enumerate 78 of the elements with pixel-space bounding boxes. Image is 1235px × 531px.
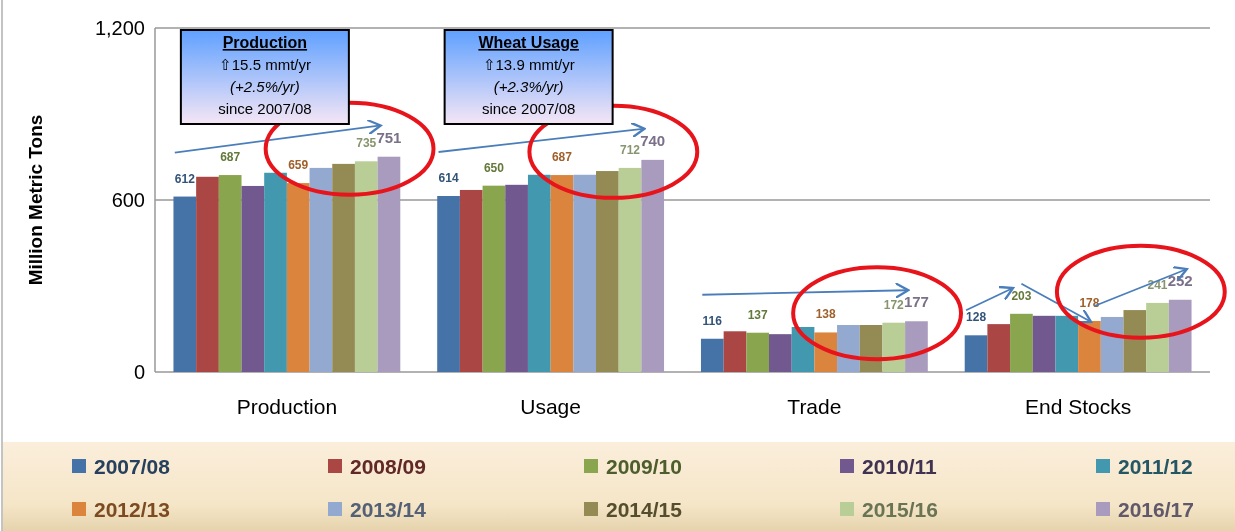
bar [1146, 302, 1169, 372]
bar [332, 163, 355, 372]
data-label: 751 [376, 128, 402, 146]
text-box: Production ⇧15.5 mmt/yr (+2.5%/yr) since 2007/08 [179, 29, 350, 125]
x-tick-label: End Stocks [1025, 395, 1132, 418]
data-label: 659 [288, 158, 309, 173]
text-box: Wheat Usage ⇧13.9 mmt/yr (+2.3%/yr) since 2007/08 [443, 29, 614, 125]
y-tick-label: 0 [133, 361, 145, 383]
bar [837, 324, 860, 372]
bar [1055, 315, 1079, 372]
data-label: 614 [438, 170, 459, 185]
data-label: 740 [640, 131, 666, 149]
bar [769, 334, 792, 372]
legend-label: 2008/09 [350, 455, 426, 479]
data-label: 178 [1079, 295, 1100, 310]
bar [437, 195, 460, 372]
bar [196, 176, 219, 372]
legend-label: 2011/12 [1118, 455, 1193, 479]
bar [964, 335, 988, 372]
legend-label: 2014/15 [606, 498, 683, 522]
y-tick-label: 600 [111, 189, 145, 211]
bar [173, 196, 197, 372]
bar [218, 175, 242, 372]
legend-label: 2016/17 [1118, 498, 1194, 522]
bar [1010, 313, 1033, 372]
data-label: 712 [620, 142, 641, 157]
bar [1100, 316, 1124, 372]
legend-label: 2013/14 [350, 498, 427, 522]
bar [264, 172, 287, 372]
bar [550, 175, 574, 372]
data-label: 203 [1011, 288, 1032, 303]
y-tick-label: 1,200 [94, 17, 145, 39]
legend-label: 2009/10 [606, 455, 682, 479]
data-label: 241 [1147, 277, 1168, 292]
bar [595, 171, 619, 372]
bar [309, 167, 333, 372]
legend-label: 2010/11 [862, 455, 938, 479]
data-label: 138 [815, 307, 837, 322]
bar [482, 185, 506, 372]
bar [987, 324, 1011, 372]
bar [241, 185, 265, 372]
bar [700, 338, 724, 372]
bar [723, 331, 747, 372]
data-label: 612 [174, 171, 196, 186]
legend-label: 2007/08 [94, 455, 171, 479]
bar [377, 156, 401, 372]
annotation: Production ⇧15.5 mmt/yr (+2.5%/yr) since 2007/08 [218, 34, 312, 117]
annotation: Wheat Usage ⇧13.9 mmt/yr (+2.3%/yr) since 2007/08 [478, 34, 579, 117]
bar [1032, 315, 1056, 372]
data-label: 177 [903, 293, 929, 311]
x-tick-label: Production [236, 395, 338, 418]
data-label: 172 [883, 297, 905, 312]
bar [1123, 310, 1147, 372]
x-tick-label: Usage [520, 395, 581, 418]
bar [746, 332, 770, 372]
bar [505, 184, 528, 372]
data-label: 252 [1167, 271, 1193, 289]
x-tick-label: Trade [787, 395, 842, 418]
bar [1168, 299, 1192, 372]
bar [527, 174, 551, 372]
y-axis-title: Million Metric Tons [25, 114, 46, 286]
data-label: 687 [220, 150, 241, 165]
bar [354, 161, 378, 372]
data-label: 137 [747, 307, 768, 322]
bar [882, 322, 906, 372]
legend-label: 2012/13 [94, 498, 170, 522]
bar [459, 189, 483, 372]
data-label: 735 [356, 136, 377, 151]
data-label: 650 [483, 160, 505, 175]
bar [641, 159, 665, 372]
bar [286, 183, 310, 372]
bar [573, 174, 596, 372]
bar [905, 321, 928, 372]
data-label: 128 [966, 310, 987, 325]
data-label: 116 [702, 313, 723, 328]
legend-label: 2015/16 [862, 498, 938, 522]
data-label: 687 [551, 150, 573, 165]
bar [618, 167, 642, 372]
